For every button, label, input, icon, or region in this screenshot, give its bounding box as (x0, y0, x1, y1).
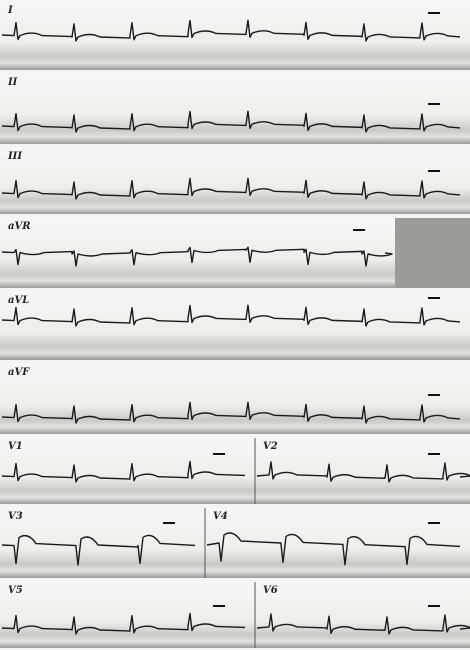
lead-label: V6 (263, 585, 278, 596)
paper-strip (0, 438, 470, 504)
ecg-trace (1, 304, 461, 327)
paper-strip (0, 292, 470, 360)
lead-label: I (7, 5, 13, 16)
ecg-trace (1, 110, 461, 133)
lead-label: V3 (8, 511, 23, 522)
lead-label: V2 (263, 441, 278, 452)
paper-strip (0, 218, 470, 288)
lead-label: II (7, 77, 18, 88)
ecg-trace (256, 461, 470, 483)
paper-strip (0, 582, 470, 648)
ecg-trace (1, 19, 461, 42)
ecg-trace (1, 460, 246, 483)
paper-strip (0, 74, 470, 144)
lead-label: aVF (8, 367, 30, 378)
lead-label: III (7, 151, 22, 162)
paper-strip (0, 364, 470, 434)
ecg-trace (206, 532, 461, 566)
ecg-trace (1, 177, 461, 200)
lead-label: aVL (8, 295, 29, 306)
paper-strip (0, 148, 470, 214)
paper-strip (0, 2, 470, 70)
ecg-trace (1, 401, 461, 424)
lead-label: V1 (8, 441, 23, 452)
lead-label: V5 (8, 585, 23, 596)
lead-label: aVR (8, 221, 31, 232)
paper-strip (0, 508, 470, 578)
lead-label: V4 (213, 511, 228, 522)
ecg-trace (1, 534, 196, 566)
ecg-trace (256, 613, 470, 635)
ecg-trace (1, 246, 393, 267)
ecg-trace (1, 612, 246, 635)
blank-panel (395, 218, 470, 288)
